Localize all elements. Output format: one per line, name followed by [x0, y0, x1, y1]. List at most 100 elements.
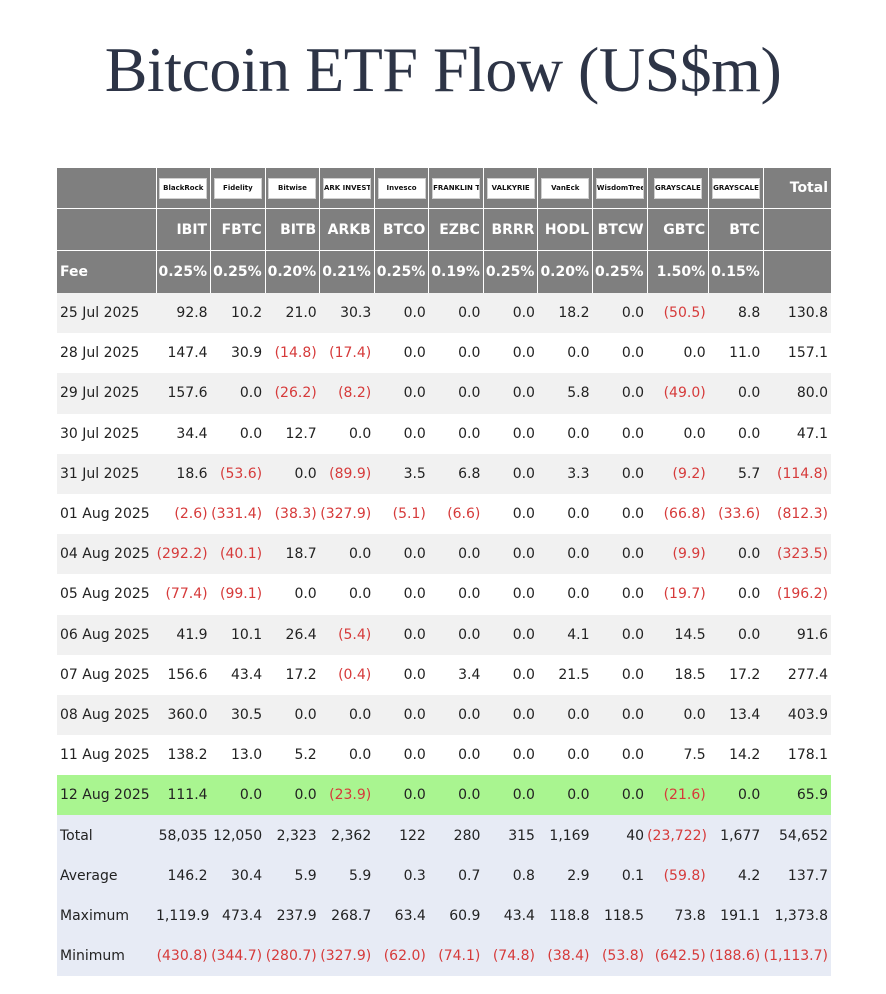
flow-cell: 0.0	[210, 373, 266, 414]
fee-cell: 0.25%	[483, 250, 539, 293]
flow-cell: 0.0	[483, 775, 538, 816]
flow-cell: 0.0	[738, 586, 761, 603]
etf-flow-table-container: BlackRock Fidelity Bitwise ARK INVEST Invesc…	[57, 168, 831, 977]
issuer-logo-cell: BlackRock	[156, 168, 212, 209]
flow-cell: 0.0	[403, 425, 426, 442]
flow-cell: (99.1)	[220, 586, 263, 603]
flow-cell: 0.0	[483, 293, 538, 334]
flow-cell: (23.9)	[319, 775, 375, 816]
stats-row-maximum: Maximum 1,119.9 473.4 237.9 268.7 63.4 60.9 43.…	[57, 895, 831, 936]
stats-cell: 268.7	[319, 895, 375, 936]
issuer-logo: Bitwise	[268, 177, 317, 199]
ticker-row: IBIT FBTC BITB ARKB BTCO EZBC BRRR HODL BTCW GBTC…	[57, 208, 831, 251]
flow-cell: 0.0	[592, 614, 648, 655]
flow-cell: (53.6)	[210, 453, 266, 494]
stats-label: Total	[57, 815, 157, 856]
flow-cell: (0.4)	[338, 666, 372, 683]
issuer-logo: VALKYRIE	[486, 177, 535, 199]
flow-cell: 0.0	[738, 425, 761, 442]
date-cell: 31 Jul 2025	[57, 453, 157, 494]
flow-cell: 0.0	[483, 614, 538, 655]
ticker-header-ibit: IBIT	[156, 208, 212, 251]
issuer-logo: Invesco	[377, 177, 426, 199]
stats-cell: 54,652	[763, 815, 831, 856]
ticker-header-brrr: BRRR	[483, 208, 539, 251]
flow-cell: 13.4	[708, 694, 764, 736]
stats-cell: (74.8)	[483, 936, 538, 977]
stats-cell: 118.8	[537, 895, 593, 936]
flow-cell: (9.9)	[647, 534, 709, 575]
flow-cell: 0.0	[621, 345, 645, 362]
flow-cell: 0.0	[265, 453, 320, 494]
stats-cell: 30.4	[210, 855, 266, 896]
stats-cell: (53.8)	[592, 936, 648, 977]
stats-cell: (38.4)	[537, 936, 593, 977]
flow-cell: 156.6	[167, 666, 208, 683]
table-row: 04 Aug 2025 (292.2) (40.1) 18.7 0.0 0.0 0.0 0.0…	[57, 534, 831, 575]
ticker-header-fbtc: FBTC	[210, 208, 266, 251]
stats-cell: 191.1	[708, 895, 764, 936]
date-cell: 12 Aug 2025	[57, 775, 157, 816]
stats-label: Minimum	[57, 936, 157, 977]
stats-cell: (327.9)	[319, 936, 375, 977]
flow-cell: 0.0	[592, 534, 648, 575]
flow-cell: 0.0	[265, 694, 320, 736]
etf-flow-table: BlackRock Fidelity Bitwise ARK INVEST Invesc…	[57, 168, 831, 977]
fee-total-blank	[763, 250, 831, 293]
flow-cell: 0.0	[683, 425, 706, 442]
stats-row-minimum: Minimum (430.8) (344.7) (280.7) (327.9) (62.0…	[57, 936, 831, 977]
table-row: 01 Aug 2025 (2.6) (331.4) (38.3) (327.9) (5.1…	[57, 494, 831, 534]
stats-cell: (1,113.7)	[763, 936, 831, 977]
issuer-logo: Fidelity	[213, 177, 262, 199]
stats-cell: 237.9	[265, 895, 320, 936]
table-row: 25 Jul 2025 92.8 10.2 21.0 30.3 0.0 0.0 0.0 18.2…	[57, 293, 831, 334]
header-corner-cell	[57, 168, 157, 209]
flow-cell: 157.6	[156, 373, 211, 414]
flow-cell: (8.2)	[319, 373, 375, 414]
flow-cell: 10.2	[210, 293, 266, 334]
stats-cell: (59.8)	[647, 855, 709, 896]
stats-cell: (280.7)	[265, 936, 320, 977]
table-row: 06 Aug 2025 41.9 10.1 26.4 (5.4) 0.0 0.0 0.0 4.1…	[57, 614, 831, 655]
flow-cell: 5.7	[708, 453, 764, 494]
flow-cell: 14.2	[729, 747, 761, 764]
stats-cell: 43.4	[483, 895, 538, 936]
flow-cell: 18.2	[537, 293, 593, 334]
fee-cell: 0.25%	[374, 250, 430, 293]
issuer-logo: ARK INVEST	[322, 177, 371, 199]
flow-cell: 7.5	[683, 747, 706, 764]
flow-cell: 0.0	[483, 373, 538, 414]
flow-cell: 0.0	[374, 534, 429, 575]
date-cell: 04 Aug 2025	[57, 534, 157, 575]
stats-cell: 58,035	[156, 815, 211, 856]
stats-cell: (23,722)	[647, 815, 709, 856]
fee-cell: 0.20%	[265, 250, 321, 293]
flow-cell: 0.0	[621, 586, 645, 603]
flow-cell: 147.4	[167, 345, 208, 362]
table-row: 30 Jul 2025 34.4 0.0 12.7 0.0 0.0 0.0 0.0 0.0 0.0…	[57, 414, 831, 454]
flow-cell: 0.0	[403, 666, 426, 683]
stats-cell: 118.5	[592, 895, 648, 936]
fee-cell: 0.25%	[210, 250, 266, 293]
flow-cell: (89.9)	[319, 453, 375, 494]
fee-label: Fee	[57, 250, 157, 293]
issuer-logo-cell: WisdomTree	[592, 168, 648, 209]
flow-cell: 92.8	[156, 293, 211, 334]
flow-cell: 0.0	[428, 614, 484, 655]
row-total-cell: 178.1	[787, 747, 828, 764]
flow-cell: 111.4	[156, 775, 211, 816]
issuer-logo: FRANKLIN TEMPLETON	[432, 177, 481, 199]
flow-cell: 18.7	[265, 534, 320, 575]
ticker-header-arkb: ARKB	[319, 208, 375, 251]
issuer-logo-cell: Bitwise	[265, 168, 321, 209]
stats-cell: 73.8	[647, 895, 709, 936]
stats-cell: (74.1)	[428, 936, 484, 977]
date-cell: 05 Aug 2025	[60, 586, 150, 603]
flow-cell: 0.0	[403, 345, 426, 362]
flow-cell: 0.0	[374, 293, 429, 334]
row-total-cell: 47.1	[796, 425, 828, 442]
fee-cell: 0.25%	[156, 250, 212, 293]
stats-cell: 1,119.9	[156, 895, 211, 936]
table-row: 08 Aug 2025 360.0 30.5 0.0 0.0 0.0 0.0 0.0 0.0 0.…	[57, 694, 831, 736]
flow-cell: 0.0	[512, 747, 535, 764]
